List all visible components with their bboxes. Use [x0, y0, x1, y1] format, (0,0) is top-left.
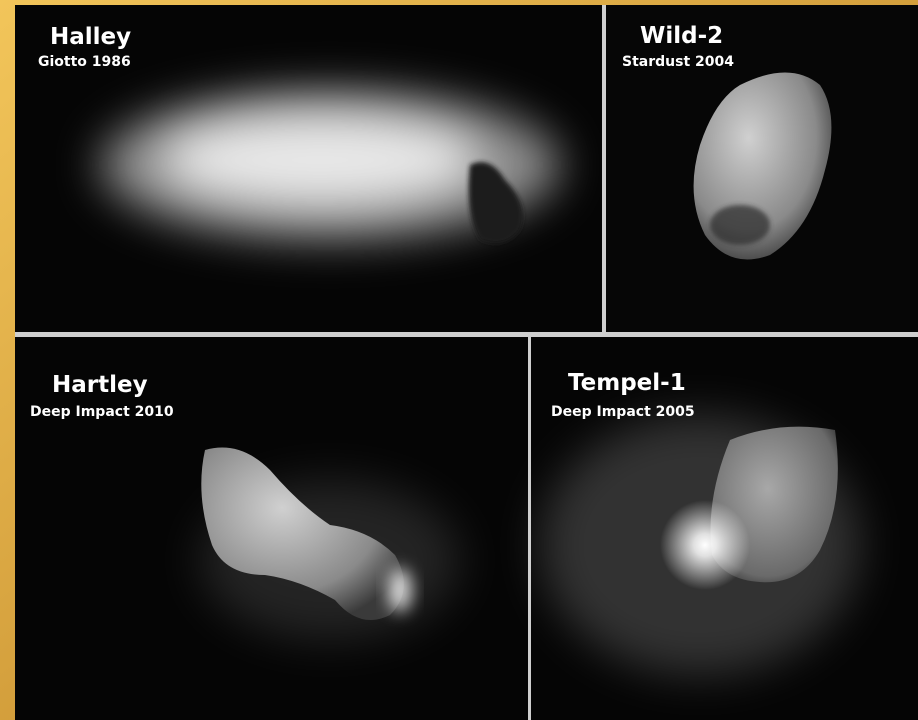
coma-core: [160, 115, 480, 205]
crater: [710, 205, 770, 245]
panel-title: Hartley: [52, 372, 148, 398]
panel-title: Wild-2: [640, 23, 723, 49]
nucleus: [468, 162, 523, 244]
wild2-panel: Wild-2 Stardust 2004: [606, 5, 918, 332]
panel-subtitle: Giotto 1986: [38, 54, 131, 70]
panel-title: Halley: [50, 24, 131, 50]
panel-subtitle: Deep Impact 2005: [551, 404, 695, 420]
nucleus: [201, 447, 404, 620]
panel-subtitle: Deep Impact 2010: [30, 404, 174, 420]
panel-subtitle: Stardust 2004: [622, 54, 734, 70]
panel-title: Tempel-1: [568, 370, 686, 396]
tempel1-panel: Tempel-1 Deep Impact 2005: [531, 337, 918, 720]
bright-limb: [388, 568, 412, 612]
hartley-panel: Hartley Deep Impact 2010: [15, 337, 528, 720]
impact-flash: [660, 500, 750, 590]
halley-panel: Halley Giotto 1986: [15, 5, 602, 332]
